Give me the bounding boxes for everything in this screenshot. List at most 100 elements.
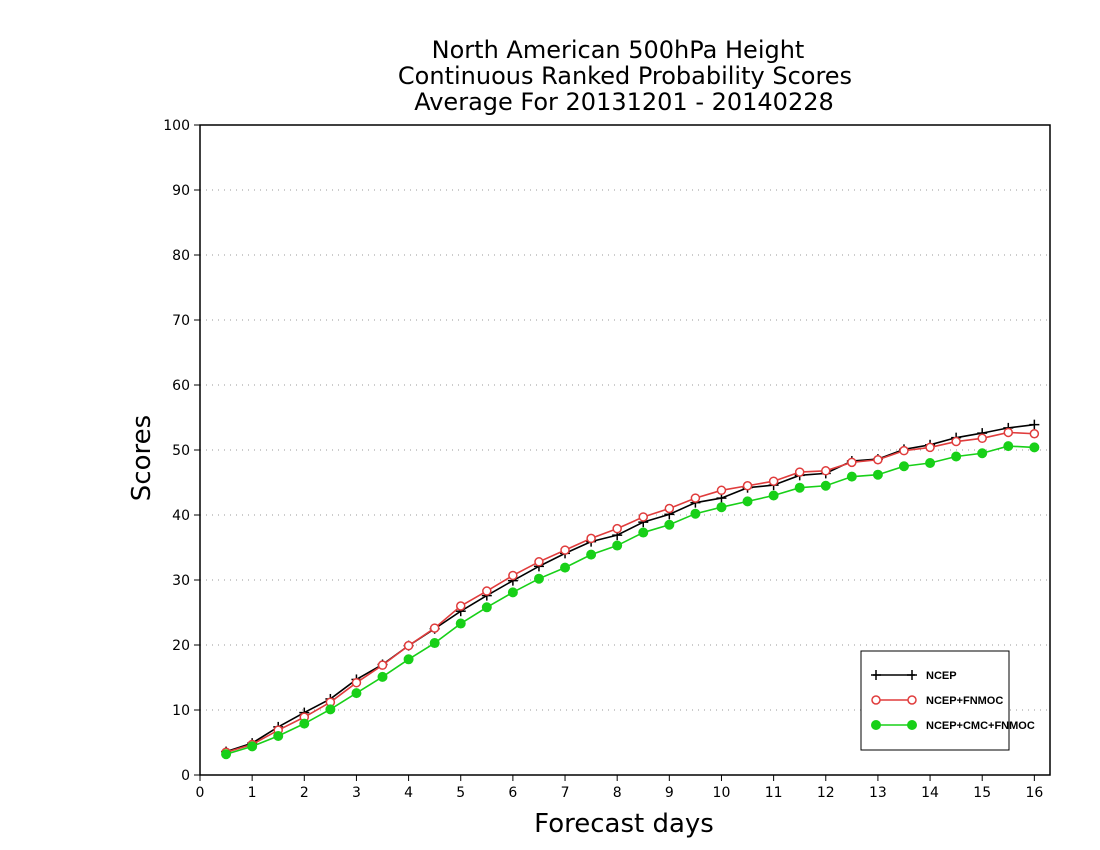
data-point: [821, 466, 831, 476]
legend-marker: [907, 670, 917, 680]
data-point: [716, 502, 727, 513]
data-point: [664, 503, 675, 514]
series-ncep-cmc-fnmoc: [221, 441, 1040, 760]
data-point: [508, 570, 518, 581]
y-tick-label: 80: [172, 248, 190, 264]
y-tick-label: 90: [172, 183, 190, 199]
axes: [194, 124, 1051, 781]
data-point: [768, 476, 779, 486]
data-point: [403, 654, 414, 665]
x-tick-label: 9: [665, 785, 674, 801]
legend-marker: [907, 720, 917, 730]
data-point: [820, 480, 831, 491]
data-point: [299, 718, 310, 729]
x-tick-label: 16: [1025, 785, 1043, 801]
legend-marker: [871, 720, 881, 730]
data-point: [273, 731, 284, 741]
y-tick-labels: 0 10 20 30 40 50 60 70 80 90 100: [163, 118, 190, 784]
data-point: [925, 442, 935, 453]
data-point: [377, 671, 388, 682]
data-point: [586, 549, 597, 560]
data-point: [872, 469, 883, 480]
data-point: [507, 587, 518, 598]
y-tick-label: 30: [172, 573, 190, 589]
x-tick-label: 8: [613, 785, 622, 801]
data-point: [794, 467, 805, 477]
data-point: [1029, 429, 1040, 439]
data-point: [742, 496, 753, 507]
y-tick-label: 40: [172, 508, 190, 524]
data-point: [455, 618, 466, 629]
data-point: [768, 490, 779, 501]
data-point: [690, 508, 701, 519]
data-point: [533, 573, 544, 584]
data-point: [534, 557, 544, 567]
data-point: [898, 461, 909, 472]
data-point: [1029, 419, 1040, 430]
data-point: [899, 445, 909, 456]
legend-marker: [871, 670, 881, 680]
data-point: [742, 481, 753, 491]
chart-title-line-3: Average For 20131201 - 20140228: [414, 88, 834, 116]
data-point: [716, 485, 727, 496]
data-point: [951, 436, 961, 447]
x-tick-label: 1: [248, 785, 257, 801]
data-point: [977, 433, 987, 444]
x-tick-label: 15: [973, 785, 991, 801]
data-point: [377, 660, 388, 670]
x-tick-label: 6: [508, 785, 517, 801]
legend-entry: NCEP: [871, 670, 957, 682]
chart-title-line-2: Continuous Ranked Probability Scores: [398, 62, 852, 90]
y-tick-label: 100: [163, 118, 190, 134]
legend-label: NCEP+FNMOC: [926, 695, 1003, 707]
data-point: [846, 471, 857, 482]
y-tick-label: 50: [172, 443, 190, 459]
chart-title-line-1: North American 500hPa Height: [432, 36, 805, 64]
legend-marker: [907, 695, 917, 705]
y-tick-label: 0: [181, 768, 190, 784]
data-point: [612, 523, 622, 534]
x-axis-label: Forecast days: [534, 809, 714, 839]
legend-label: NCEP: [926, 670, 957, 682]
y-tick-label: 20: [172, 638, 190, 654]
data-point: [247, 741, 258, 752]
legend-label: NCEP+CMC+FNMOC: [926, 720, 1035, 732]
data-series: [221, 419, 1040, 760]
legend-marker: [871, 695, 881, 705]
legend-entry: NCEP+FNMOC: [871, 695, 1003, 707]
x-tick-label: 5: [456, 785, 465, 801]
data-point: [690, 493, 701, 503]
data-point: [560, 545, 570, 555]
x-tick-label: 4: [404, 785, 413, 801]
data-point: [1003, 441, 1014, 452]
y-tick-label: 60: [172, 378, 190, 394]
x-tick-label: 14: [921, 785, 939, 801]
data-point: [1003, 427, 1014, 438]
y-tick-label: 10: [172, 703, 190, 719]
data-point: [612, 540, 623, 551]
data-point: [351, 688, 362, 699]
data-point: [794, 482, 805, 493]
x-tick-label: 13: [869, 785, 887, 801]
legend-entry: NCEP+CMC+FNMOC: [871, 720, 1035, 732]
data-point: [455, 601, 466, 611]
data-point: [638, 512, 649, 522]
x-tick-label: 3: [352, 785, 361, 801]
x-tick-label: 10: [713, 785, 731, 801]
data-point: [429, 623, 440, 633]
x-tick-label: 11: [765, 785, 783, 801]
data-point: [586, 533, 596, 544]
grid-lines: [200, 189, 1050, 711]
y-tick-label: 70: [172, 313, 190, 329]
data-point: [325, 704, 336, 715]
data-point: [638, 527, 649, 538]
data-point: [481, 602, 492, 613]
data-point: [221, 749, 232, 760]
data-point: [429, 638, 440, 649]
data-point: [664, 519, 675, 530]
y-axis-label: Scores: [127, 415, 157, 501]
data-point: [351, 677, 362, 688]
data-point: [403, 640, 414, 651]
x-tick-label: 2: [300, 785, 309, 801]
